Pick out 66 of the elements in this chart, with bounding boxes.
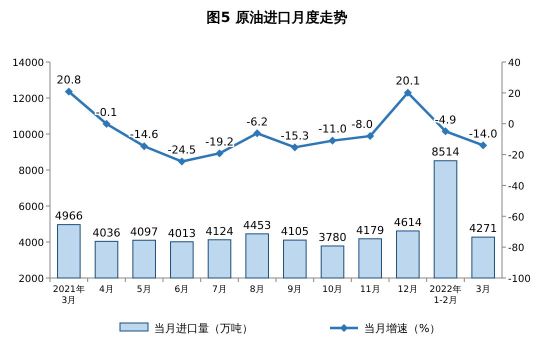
data-label: 20.1	[396, 74, 420, 88]
y2-tick-label: -60	[508, 212, 524, 224]
point	[64, 88, 73, 96]
data-label: 4036	[92, 226, 120, 240]
data-label: -24.5	[168, 144, 196, 157]
data-label: 4271	[469, 222, 498, 236]
data-label: 4124	[206, 224, 234, 238]
y-tick-label: 10000	[12, 130, 44, 141]
y-tick-label: 2000	[18, 274, 44, 285]
y-tick-label: 6000	[18, 202, 44, 213]
data-label: 4179	[356, 224, 384, 237]
y-tick-label: 14000	[12, 58, 44, 69]
data-label: -14.0	[468, 127, 498, 140]
y2-tick-label: -40	[508, 181, 524, 192]
data-label: -0.1	[96, 106, 118, 119]
x-tick-label: 7月	[212, 285, 227, 295]
x-tick-label: 9月	[287, 285, 302, 295]
data-label: 4966	[54, 210, 83, 223]
data-label: -14.6	[130, 128, 158, 142]
data-label: 20.8	[56, 74, 82, 87]
x-tick-label: 10月	[322, 285, 343, 295]
legend-label: 当月增速（%）	[364, 322, 440, 335]
y-tick-label: 4000	[18, 238, 44, 249]
y2-tick-label: 20	[508, 88, 521, 100]
point	[290, 143, 299, 152]
chart-title: 图5 原油进口月度走势	[206, 9, 348, 26]
data-label: 4614	[394, 216, 422, 229]
data-label: -6.2	[246, 115, 268, 128]
data-label: -11.0	[318, 122, 347, 136]
data-label: 4097	[130, 225, 158, 238]
point	[253, 129, 262, 138]
x-tick-label: 2021年 3月	[52, 284, 85, 306]
x-tick-label: 12月	[398, 285, 418, 295]
point	[140, 142, 148, 150]
data-label: 8514	[432, 146, 460, 159]
data-label: 4013	[168, 226, 196, 240]
y2-tick-label: -20	[508, 150, 524, 162]
point	[178, 158, 186, 166]
point	[328, 136, 336, 145]
y2-tick-label: -100	[508, 274, 531, 285]
data-label: -15.3	[280, 129, 310, 142]
x-tick-label: 2022年 1-2月	[430, 284, 462, 306]
x-tick-label: 3月	[476, 285, 491, 295]
y-tick-label: 8000	[18, 166, 44, 177]
y-tick-label: 12000	[12, 94, 44, 105]
x-tick-label: 4月	[99, 285, 114, 295]
legend-label: 当月进口量（万吨）	[154, 322, 253, 335]
point	[102, 120, 110, 128]
data-label: 3780	[318, 230, 346, 244]
point	[442, 127, 450, 136]
data-label: 4453	[243, 218, 272, 232]
point	[216, 149, 224, 158]
x-tick-label: 5月	[136, 285, 152, 295]
x-tick-label: 6月	[174, 285, 190, 295]
y2-tick-label: 40	[508, 58, 521, 69]
point	[404, 88, 412, 97]
data-label: -8.0	[351, 118, 373, 132]
y2-tick-label: 0	[508, 120, 514, 131]
data-label: -4.9	[434, 113, 456, 126]
x-tick-label: 8月	[250, 285, 265, 295]
data-label: -19.2	[205, 135, 234, 148]
data-label: 4105	[280, 225, 309, 238]
y2-tick-label: -80	[508, 243, 524, 254]
x-tick-label: 11月	[360, 285, 380, 295]
point	[366, 132, 374, 140]
point	[479, 141, 488, 150]
